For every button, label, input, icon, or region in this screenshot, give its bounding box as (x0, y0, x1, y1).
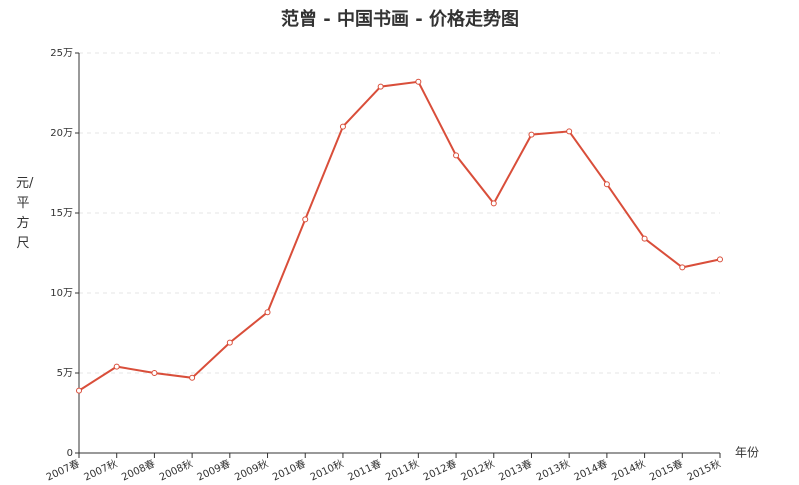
x-tick-label: 2011秋 (383, 457, 421, 484)
x-tick-label: 2014秋 (609, 457, 647, 484)
y-tick-label: 5万 (57, 368, 73, 379)
x-tick-label: 2008秋 (157, 457, 195, 484)
x-tick-label: 2012秋 (459, 457, 497, 484)
x-tick-label: 2007秋 (82, 457, 120, 484)
x-tick-label: 2008春 (120, 458, 157, 484)
x-tick-label: 2009秋 (232, 457, 270, 484)
y-tick-label: 25万 (50, 48, 73, 59)
y-axis-label: 元/平方尺 (16, 176, 34, 251)
point (377, 83, 384, 90)
x-tick-label: 2015秋 (685, 457, 723, 484)
x-tick-label: 2013春 (497, 458, 534, 484)
line (78, 80, 721, 392)
point (76, 387, 82, 394)
point (528, 131, 535, 138)
x-tick-label: 2013秋 (534, 457, 572, 484)
point (264, 309, 271, 316)
x-tick-label: 2010春 (271, 458, 308, 484)
chart-title: 范曾 - 中国书画 - 价格走势图 (281, 8, 519, 30)
x-tick-label: 2012春 (421, 458, 458, 484)
y-tick-label: 20万 (50, 128, 73, 139)
point (566, 128, 573, 135)
point (603, 181, 610, 188)
point (415, 78, 422, 85)
x-tick-label: 2010秋 (308, 457, 346, 484)
point (453, 152, 460, 159)
point (339, 123, 346, 130)
point (302, 216, 309, 223)
point (641, 235, 648, 242)
point (189, 374, 196, 381)
y-tick-label: 0 (67, 448, 73, 459)
point (679, 264, 686, 271)
y-tick-label: 15万 (50, 208, 73, 219)
x-tick-label: 2014春 (572, 458, 609, 484)
point (490, 200, 497, 207)
x-axis-label: 年份 (735, 446, 759, 460)
point (226, 339, 233, 346)
x-tick-label: 2015春 (648, 458, 685, 484)
y-tick-label: 10万 (50, 288, 73, 299)
x-tick-label: 2011春 (346, 458, 383, 484)
x-tick-label: 2009春 (195, 458, 232, 484)
point (717, 256, 723, 263)
x-tick-label: 2007春 (44, 458, 81, 484)
point (113, 363, 120, 370)
point (151, 370, 158, 376)
